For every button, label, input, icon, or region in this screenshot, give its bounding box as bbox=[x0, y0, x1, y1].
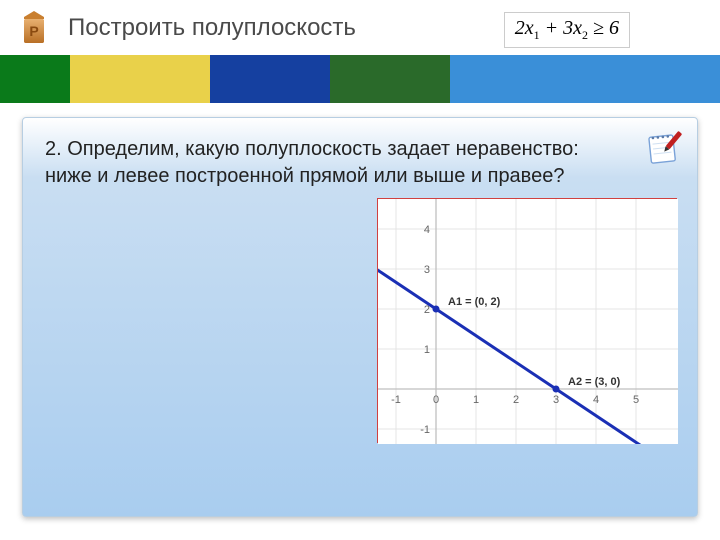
logo-letter: P bbox=[29, 23, 38, 39]
header: P Построить полуплоскость 2x1 + 3x2 ≥ 6 bbox=[0, 0, 720, 55]
notepad-pen-icon bbox=[643, 128, 683, 168]
svg-text:0: 0 bbox=[433, 394, 439, 406]
body-text: 2. Определим, какую полуплоскость задает… bbox=[45, 136, 585, 190]
banner-segment bbox=[330, 55, 450, 103]
svg-text:4: 4 bbox=[593, 394, 599, 406]
svg-text:-1: -1 bbox=[391, 394, 401, 406]
svg-text:3: 3 bbox=[424, 264, 430, 276]
decorative-banner bbox=[0, 55, 720, 103]
svg-text:1: 1 bbox=[473, 394, 479, 406]
presentation-logo-icon: P bbox=[20, 11, 48, 45]
banner-segment bbox=[210, 55, 330, 103]
banner-segment bbox=[0, 55, 70, 103]
svg-text:A1 = (0, 2): A1 = (0, 2) bbox=[448, 296, 501, 308]
svg-text:1: 1 bbox=[424, 344, 430, 356]
inequality-formula: 2x1 + 3x2 ≥ 6 bbox=[504, 12, 630, 48]
halfplane-chart: -1012345-11234A1 = (0, 2)A2 = (3, 0) bbox=[377, 198, 677, 443]
svg-text:2: 2 bbox=[513, 394, 519, 406]
svg-text:A2 = (3, 0): A2 = (3, 0) bbox=[568, 376, 621, 388]
svg-text:3: 3 bbox=[553, 394, 559, 406]
svg-text:4: 4 bbox=[424, 224, 430, 236]
page-title: Построить полуплоскость bbox=[68, 14, 356, 42]
content-panel: 2. Определим, какую полуплоскость задает… bbox=[22, 117, 698, 517]
banner-segment bbox=[70, 55, 210, 103]
banner-segment bbox=[450, 55, 720, 103]
svg-text:5: 5 bbox=[633, 394, 639, 406]
svg-text:-1: -1 bbox=[420, 424, 430, 436]
